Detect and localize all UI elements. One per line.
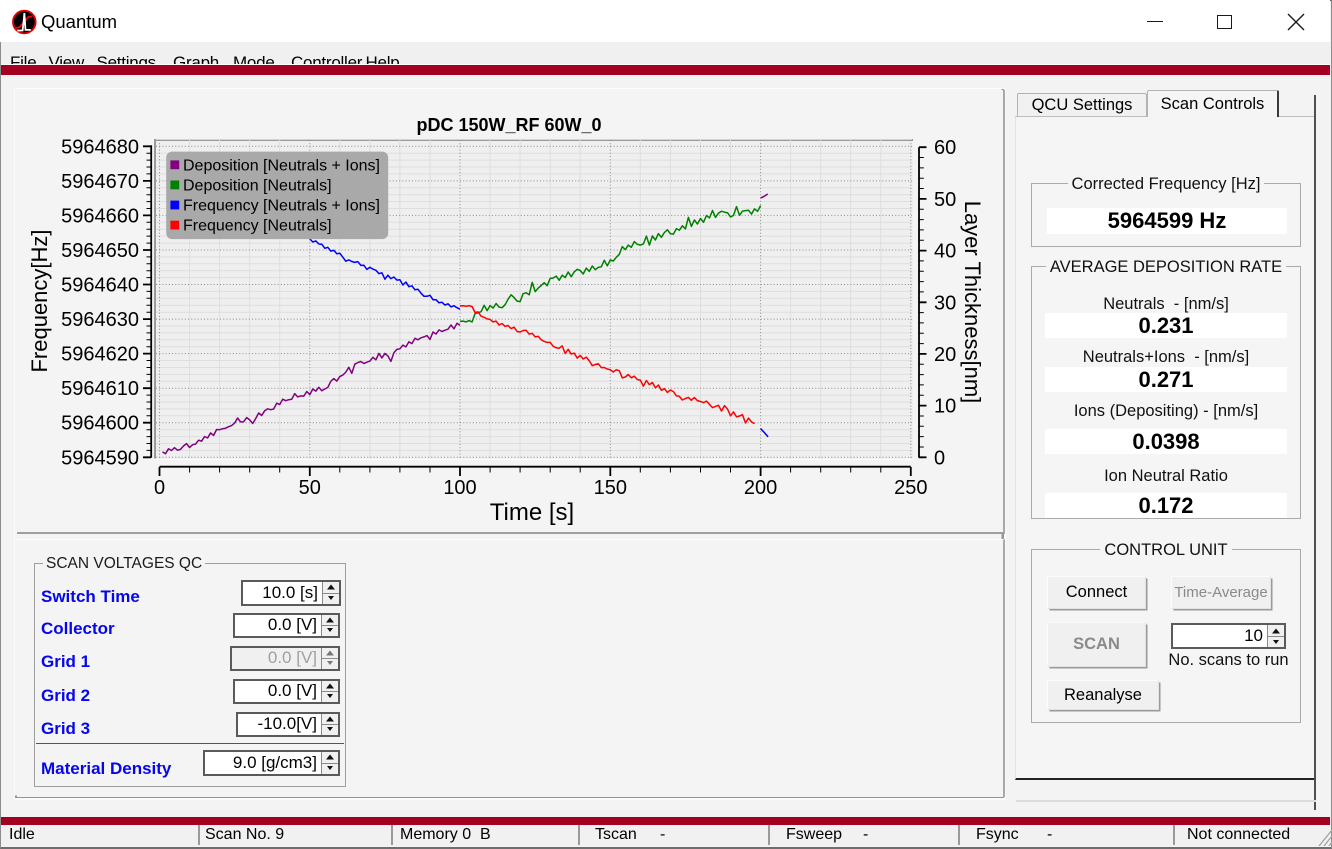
svg-text:Frequency [Neutrals]: Frequency [Neutrals]: [183, 218, 332, 235]
svg-text:Frequency[Hz]: Frequency[Hz]: [27, 229, 52, 372]
svg-text:Deposition [Neutrals]: Deposition [Neutrals]: [183, 178, 332, 195]
svg-text:Time [s]: Time [s]: [490, 499, 574, 526]
svg-text:10: 10: [934, 396, 956, 418]
svg-text:5964590: 5964590: [61, 447, 139, 469]
svg-text:30: 30: [934, 292, 956, 314]
svg-text:5964680: 5964680: [61, 136, 139, 158]
svg-text:50: 50: [934, 189, 956, 211]
svg-text:250: 250: [894, 477, 927, 499]
svg-text:pDC 150W_RF 60W_0: pDC 150W_RF 60W_0: [416, 115, 601, 135]
svg-text:0: 0: [154, 477, 165, 499]
svg-text:Frequency [Neutrals + Ions]: Frequency [Neutrals + Ions]: [183, 198, 380, 215]
svg-text:5964630: 5964630: [61, 309, 139, 331]
svg-text:5964660: 5964660: [61, 205, 139, 227]
svg-text:0: 0: [934, 447, 945, 469]
svg-text:100: 100: [443, 477, 476, 499]
svg-text:Deposition [Neutrals + Ions]: Deposition [Neutrals + Ions]: [183, 157, 380, 174]
svg-text:Layer Thickness[nm]: Layer Thickness[nm]: [960, 201, 985, 404]
svg-text:40: 40: [934, 241, 956, 263]
svg-text:20: 20: [934, 344, 956, 366]
svg-text:200: 200: [744, 477, 777, 499]
svg-text:50: 50: [299, 477, 321, 499]
svg-text:60: 60: [934, 137, 956, 159]
svg-text:5964610: 5964610: [61, 378, 139, 400]
svg-text:5964620: 5964620: [61, 344, 139, 366]
svg-text:5964650: 5964650: [61, 240, 139, 262]
svg-text:5964640: 5964640: [61, 275, 139, 297]
svg-text:150: 150: [594, 477, 627, 499]
svg-text:5964600: 5964600: [61, 413, 139, 435]
svg-text:5964670: 5964670: [61, 171, 139, 193]
